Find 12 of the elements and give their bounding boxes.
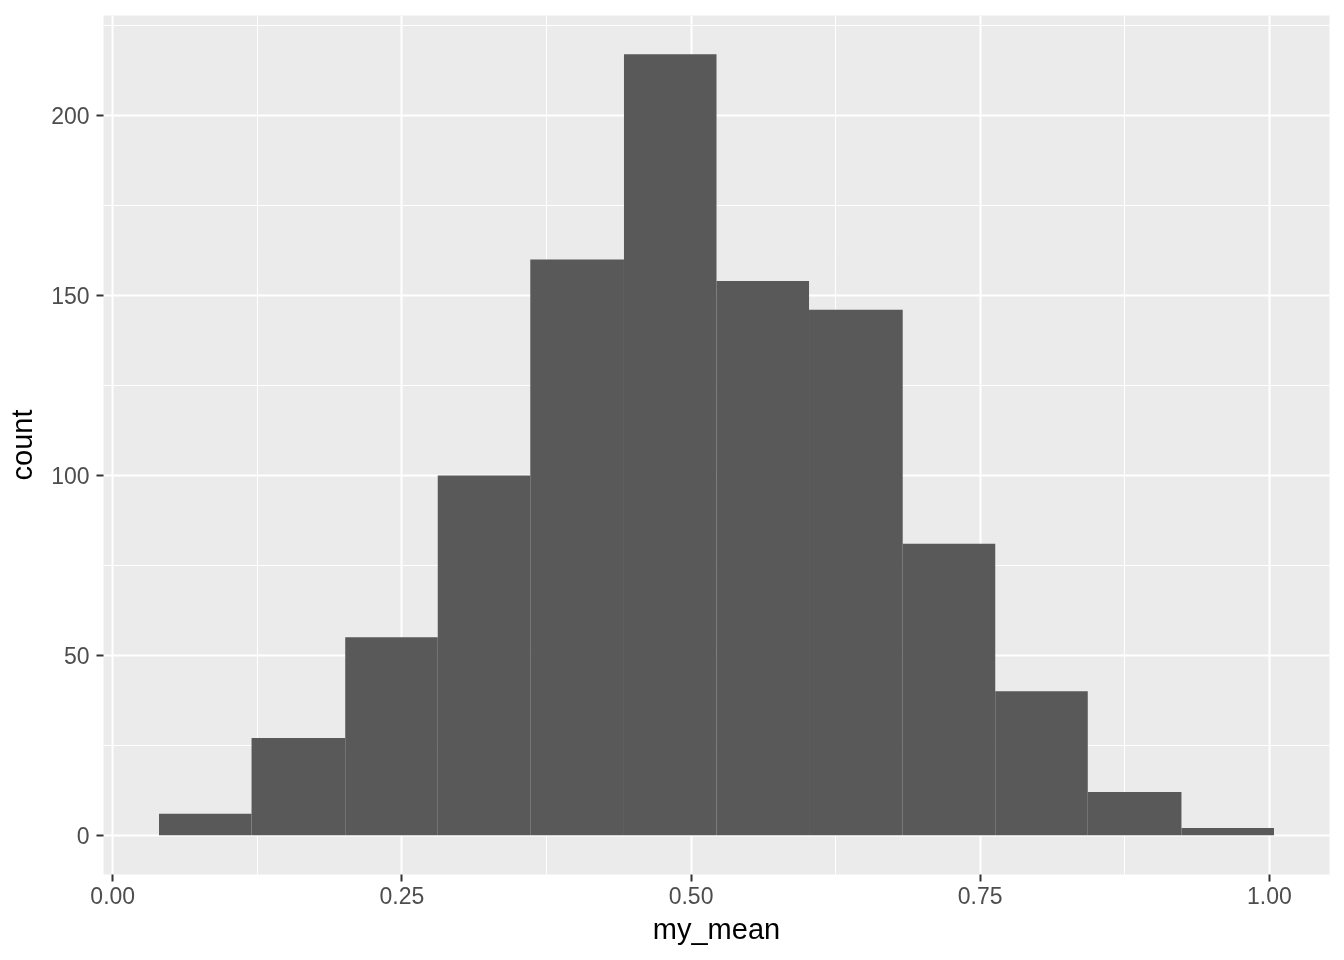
x-tick-label: 0.25 (379, 882, 425, 909)
x-tick-label: 0.50 (668, 882, 714, 909)
y-tick-label: 100 (51, 462, 90, 489)
y-axis-title: count (6, 409, 39, 481)
y-tick-label: 0 (76, 822, 90, 849)
y-tick-label: 200 (51, 103, 90, 130)
x-tick-label: 0.00 (90, 882, 136, 909)
x-tick-label: 0.75 (957, 882, 1003, 909)
y-tick-label: 150 (51, 282, 90, 309)
y-tick-label: 50 (63, 642, 90, 669)
x-tick-label: 1.00 (1246, 882, 1292, 909)
x-axis-title: my_mean (652, 912, 781, 945)
